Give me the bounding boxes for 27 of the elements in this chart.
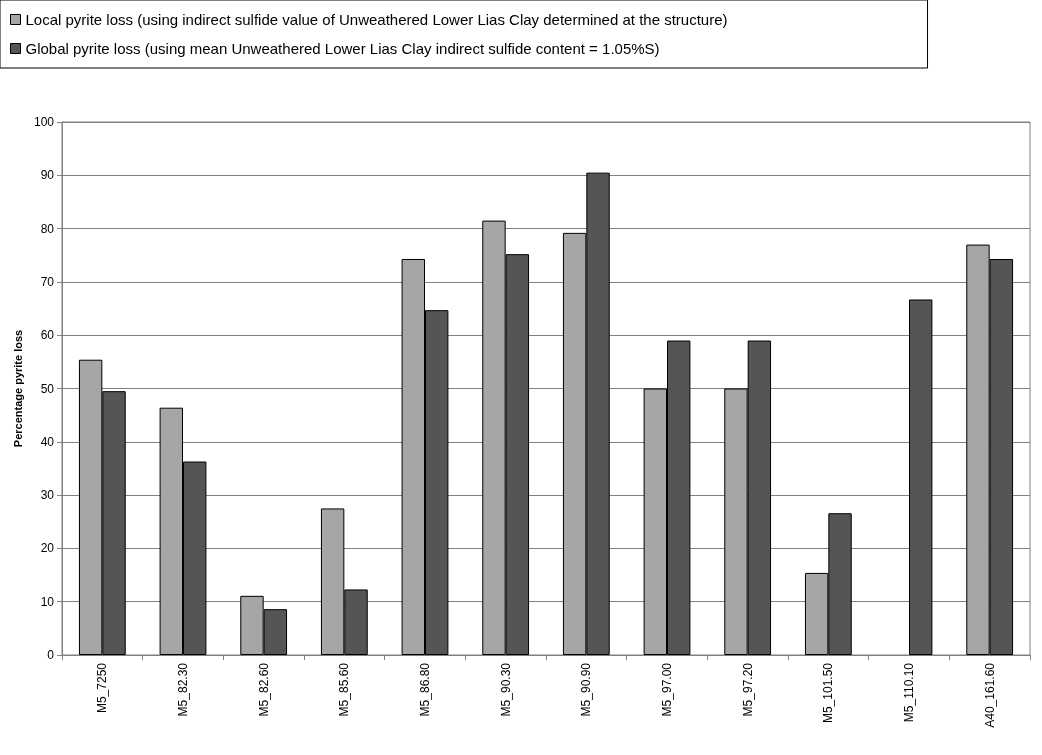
x-tick-label: M5_82.30 [176,662,190,717]
x-tick-label: M5_90.30 [498,662,513,717]
y-axis-title: Percentage pyrite loss [11,329,24,448]
x-tick-label: A40_161.60 [982,662,997,728]
x-tick-label: M5_101.50 [821,662,836,724]
y-tick-label: 70 [40,274,55,289]
y-tick-label: 40 [40,434,55,449]
y-tick-label: 0 [47,648,55,662]
y-tick-label: 80 [40,221,55,236]
x-tick-label: M5_97.00 [660,662,674,717]
legend-label: Local pyrite loss (using indirect sulfide value of Unweathered Lower Lias Clay determined at the structure) [25,11,728,28]
y-tick-label: 60 [40,328,55,343]
y-tick-label: 30 [40,488,55,503]
x-tick-label: M5_110.10 [902,662,916,723]
x-tick-label: M5_86.80 [418,662,432,717]
y-tick-label: 100 [33,115,55,129]
y-tick-label: 20 [40,541,55,556]
y-tick-label: 10 [40,594,55,609]
bar [909,299,933,655]
x-tick-label: M5_7250 [95,662,110,714]
y-tick-label: 90 [40,168,55,183]
x-tick-label: M5_82.60 [256,662,271,717]
x-tick-label: M5_90.90 [579,662,594,717]
legend-label: Global pyrite loss (using mean Unweathered Lower Lias Clay indirect sulfide content = 1.05%S) [25,40,660,57]
x-tick-label: M5_85.60 [337,662,352,717]
y-tick-label: 50 [40,381,55,396]
x-tick-label: M5_97.20 [740,662,755,717]
